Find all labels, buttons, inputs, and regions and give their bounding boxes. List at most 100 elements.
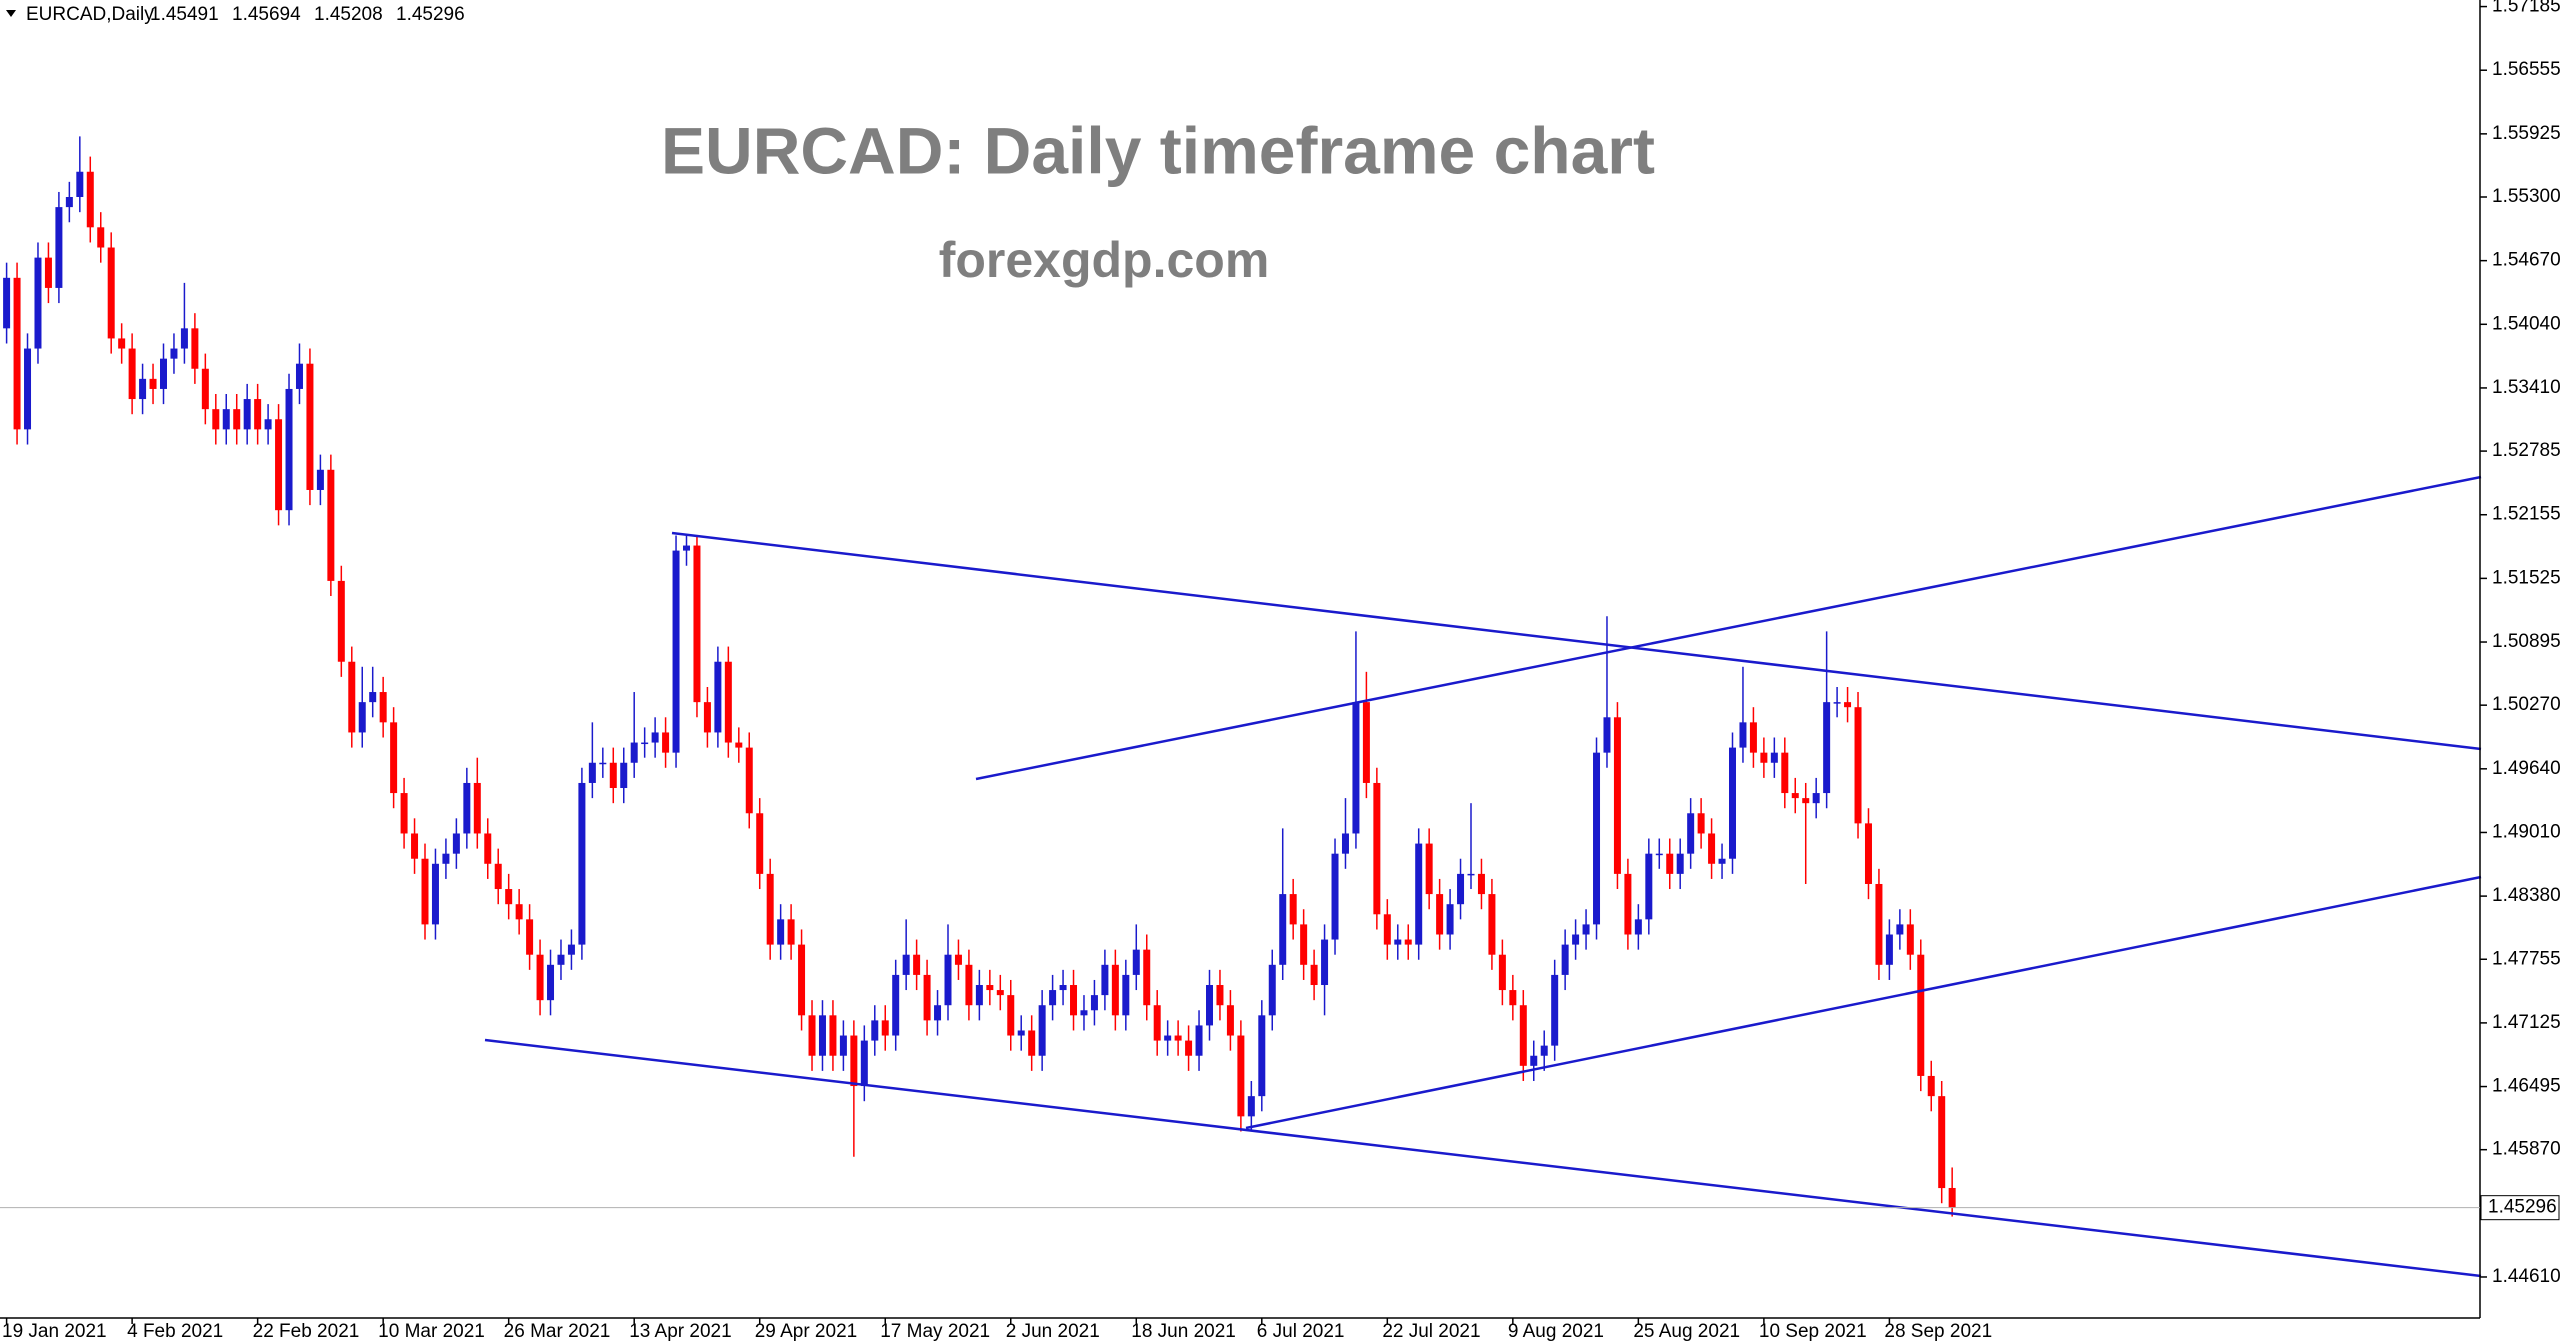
candle-body: [1279, 894, 1287, 965]
y-tick-label: 1.48380: [2492, 885, 2560, 906]
candle-body: [1289, 894, 1297, 925]
candle-body: [76, 171, 84, 198]
candle-body: [1174, 1035, 1182, 1041]
candle-body: [337, 580, 345, 662]
candle-body: [160, 358, 167, 389]
candle-body: [777, 919, 785, 945]
header-symbol: EURCAD,Daily: [26, 4, 154, 25]
y-tick-label: 1.54670: [2492, 250, 2560, 271]
candle-body: [1917, 954, 1925, 1076]
candle-body: [1477, 873, 1485, 895]
candle-body: [1185, 1040, 1193, 1056]
candle-body: [369, 692, 377, 703]
candle-body: [1049, 990, 1057, 1006]
header-value: 1.45694: [232, 4, 301, 25]
candle-body: [965, 964, 973, 1006]
candle-body: [672, 550, 680, 753]
trend-line: [484, 1038, 2482, 1278]
candle-body: [693, 545, 701, 703]
candle-body: [1362, 702, 1370, 783]
header-value: 1.45296: [396, 4, 465, 25]
candle-body: [1341, 833, 1349, 854]
candle-body: [327, 469, 335, 581]
candle-body: [641, 742, 649, 745]
candle-body: [588, 762, 596, 783]
candle-body: [1603, 717, 1611, 753]
candle-body: [620, 762, 628, 789]
candle-body: [630, 742, 638, 763]
candle-body: [881, 1020, 889, 1036]
candle-body: [683, 545, 690, 551]
candle-body: [463, 782, 471, 834]
candle-body: [1896, 924, 1904, 935]
candle-body: [1446, 904, 1454, 935]
candle-body: [798, 944, 806, 1016]
candle-body: [703, 702, 711, 733]
candle-body: [1164, 1035, 1172, 1041]
candle-body: [348, 661, 356, 733]
candle-body: [1770, 752, 1778, 763]
candle-body: [944, 954, 952, 1006]
header-value: 1.45208: [314, 4, 383, 25]
candle-body: [923, 974, 931, 1021]
candle-body: [934, 1005, 942, 1021]
candle-body: [1352, 702, 1360, 834]
x-tick-label: 22 Jul 2021: [1382, 1321, 1480, 1342]
candle-body: [139, 378, 147, 400]
chart-title: EURCAD: Daily timeframe chart: [661, 113, 1655, 187]
y-tick-label: 1.45870: [2492, 1139, 2560, 1160]
header-value: 1.45491: [150, 4, 219, 25]
candle-body: [609, 762, 617, 789]
candle-body: [996, 990, 1004, 996]
y-tick-label: 1.55925: [2492, 123, 2560, 144]
candle-body: [1938, 1096, 1946, 1189]
candle-body: [1090, 995, 1098, 1011]
candle-body: [818, 1015, 826, 1056]
candle-body: [390, 722, 398, 794]
candle-body: [1038, 1005, 1046, 1056]
candle-body: [860, 1040, 868, 1087]
candle-body: [191, 328, 199, 369]
candle-body: [1844, 702, 1852, 708]
x-tick-label: 17 May 2021: [880, 1321, 990, 1342]
candle-body: [515, 904, 523, 920]
candle-body: [107, 247, 115, 339]
candle-body: [222, 409, 230, 430]
candle-body: [170, 348, 178, 359]
candle-body: [1540, 1045, 1548, 1056]
candle-body: [1237, 1035, 1245, 1117]
y-tick-label: 1.50895: [2492, 631, 2560, 652]
y-tick-label: 1.46495: [2492, 1076, 2560, 1097]
chart-subtitle: forexgdp.com: [939, 232, 1270, 288]
candle-body: [986, 985, 994, 991]
x-tick-label: 19 Jan 2021: [2, 1321, 107, 1342]
candle-body: [494, 863, 502, 890]
x-tick-label: 9 Aug 2021: [1508, 1321, 1604, 1342]
candle-body: [1864, 823, 1872, 884]
last-price-label: 1.45296: [2488, 1197, 2557, 1218]
candle-body: [1823, 702, 1831, 794]
candle-body: [149, 378, 157, 389]
candle-body: [714, 661, 722, 733]
candle-body: [1781, 752, 1789, 794]
candle-body: [1226, 1005, 1234, 1036]
candle-body: [745, 747, 753, 814]
candle-body: [44, 257, 52, 288]
candle-body: [1697, 813, 1705, 834]
candle-body: [1425, 843, 1433, 895]
y-tick-label: 1.50270: [2492, 694, 2560, 715]
candle-body: [1708, 833, 1716, 864]
candle-body: [871, 1020, 879, 1041]
trend-line: [975, 475, 2482, 781]
candle-body: [505, 889, 513, 905]
y-tick-label: 1.52785: [2492, 440, 2560, 461]
candle-body: [578, 782, 586, 945]
candle-body: [1195, 1025, 1203, 1056]
candle-body: [379, 692, 387, 723]
candle-body: [431, 863, 439, 925]
candle-body: [180, 328, 188, 349]
y-tick-label: 1.47755: [2492, 948, 2560, 969]
candle-body: [1488, 894, 1496, 955]
